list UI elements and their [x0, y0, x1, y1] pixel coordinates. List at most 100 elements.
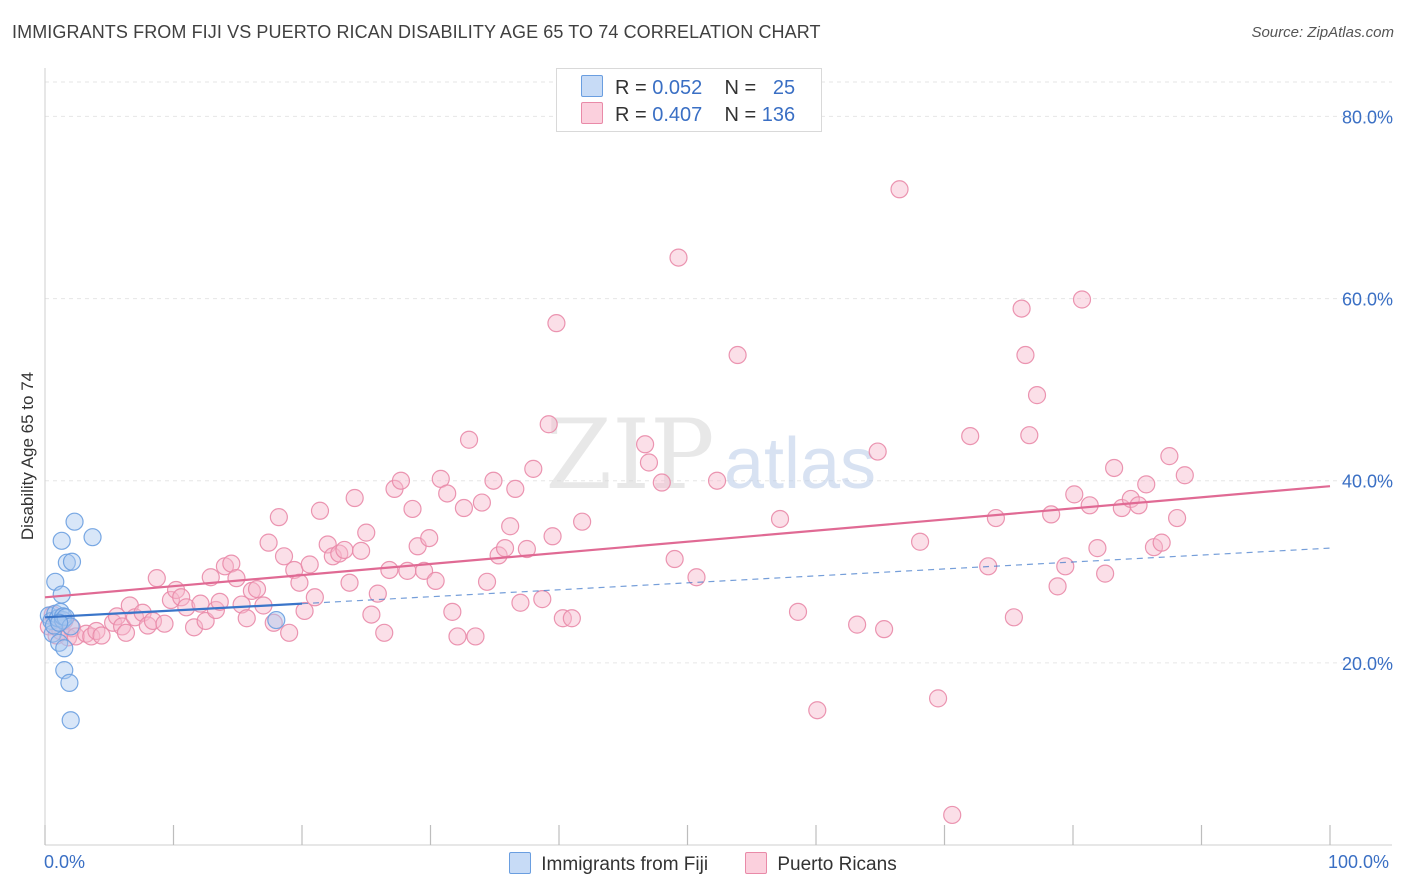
y-tick-label-1: 40.0%	[1342, 472, 1393, 492]
puerto-ricans-point-25	[172, 588, 191, 607]
puerto-ricans-point-122	[1105, 458, 1124, 478]
fiji-point-7	[50, 633, 69, 652]
puerto-ricans-point-15	[116, 623, 136, 642]
puerto-ricans-point-81	[484, 471, 503, 490]
puerto-ricans-point-76	[454, 498, 474, 518]
puerto-ricans-point-11	[92, 626, 111, 645]
legend-row-fiji: R = 0.052 N = 25	[581, 75, 795, 99]
fiji-points	[39, 512, 286, 730]
puerto-ricans-point-13	[107, 607, 127, 626]
puerto-ricans-point-89	[533, 590, 552, 609]
series-legend: Immigrants from Fiji Puerto Ricans	[0, 852, 1406, 876]
trend-lines	[44, 485, 1331, 619]
puerto-ricans-point-114	[1042, 505, 1061, 524]
puerto-ricans-point-79	[472, 493, 491, 512]
fiji-point-24	[50, 613, 69, 632]
puerto-ricans-point-119	[1080, 496, 1099, 515]
puerto-ricans-point-131	[1175, 466, 1194, 485]
puerto-ricans-point-73	[438, 484, 457, 503]
puerto-ricans-point-37	[237, 609, 256, 628]
puerto-ricans-point-69	[414, 561, 434, 580]
legend-pr-swatch	[745, 852, 768, 874]
puerto-ricans-point-36	[232, 595, 251, 614]
puerto-ricans-point-96	[687, 568, 706, 587]
watermark: ZIP atlas	[545, 399, 876, 511]
legend-fiji-label: Immigrants from Fiji	[541, 854, 709, 875]
x-tick-label-min: 0.0%	[44, 852, 86, 872]
puerto-ricans-point-74	[443, 602, 462, 621]
y-tick-labels: 20.0% 40.0% 60.0% 80.0%	[1342, 107, 1393, 673]
puerto-ricans-point-85	[506, 479, 525, 499]
puerto-ricans-point-55	[335, 540, 354, 560]
legend-fiji-swatch	[509, 852, 532, 874]
fiji-r-value: 0.052	[652, 77, 703, 99]
puerto-ricans-point-116	[1056, 557, 1075, 576]
fiji-trend-line	[44, 602, 303, 619]
puerto-ricans-point-98	[770, 509, 790, 529]
puerto-ricans-point-70	[420, 528, 439, 548]
puerto-ricans-point-39	[247, 579, 267, 599]
fiji-point-19	[62, 552, 82, 571]
puerto-ricans-point-51	[310, 501, 330, 520]
puerto-ricans-point-43	[269, 508, 288, 527]
puerto-ricans-point-82	[489, 546, 508, 565]
puerto-ricans-point-65	[391, 471, 411, 490]
puerto-ricans-point-132	[943, 805, 962, 825]
puerto-ricans-point-71	[426, 571, 445, 590]
legend-item-puerto-ricans: Puerto Ricans	[745, 852, 897, 876]
puerto-ricans-point-41	[259, 533, 278, 552]
puerto-ricans-point-136	[639, 453, 659, 472]
puerto-ricans-trend-line	[44, 485, 1331, 599]
puerto-ricans-point-49	[300, 555, 319, 574]
y-axis-label: Disability Age 65 to 74	[18, 371, 37, 541]
puerto-ricans-point-42	[264, 613, 283, 632]
puerto-ricans-point-27	[184, 618, 204, 637]
watermark-atlas: atlas	[724, 424, 876, 504]
puerto-ricans-point-50	[305, 588, 324, 607]
fiji-r-label: R =	[615, 77, 647, 99]
puerto-ricans-point-117	[1065, 485, 1084, 504]
puerto-ricans-point-113	[1027, 386, 1047, 405]
puerto-ricans-point-59	[357, 523, 376, 542]
puerto-ricans-point-133	[890, 180, 909, 199]
x-tick-label-max: 100.0%	[1328, 852, 1390, 872]
pr-r-value: 0.407	[652, 104, 703, 126]
puerto-ricans-point-134	[669, 248, 688, 267]
puerto-ricans-point-104	[910, 532, 930, 551]
fiji-swatch	[581, 75, 603, 97]
puerto-ricans-point-63	[380, 560, 399, 580]
legend-pr-label: Puerto Ricans	[777, 854, 897, 875]
puerto-ricans-point-32	[210, 592, 229, 611]
puerto-ricans-point-84	[501, 517, 520, 536]
puerto-ricans-point-111	[1016, 345, 1035, 365]
puerto-ricans-point-22	[155, 614, 174, 633]
puerto-ricans-point-57	[345, 488, 364, 508]
puerto-ricans-point-110	[1012, 299, 1031, 318]
puerto-ricans-point-80	[477, 572, 497, 591]
puerto-ricans-point-103	[875, 620, 894, 639]
puerto-ricans-point-35	[227, 569, 246, 588]
legend-item-fiji: Immigrants from Fiji	[509, 852, 708, 876]
stats-legend: R = 0.052 N = 25 R = 0.407 N = 136	[556, 68, 822, 132]
y-tick-label-3: 80.0%	[1342, 107, 1393, 127]
puerto-ricans-point-115	[1048, 577, 1067, 596]
puerto-ricans-point-67	[403, 499, 422, 519]
chart-source: Source: ZipAtlas.com	[1251, 24, 1394, 41]
puerto-ricans-point-130	[1167, 508, 1187, 528]
puerto-ricans-point-87	[517, 539, 536, 559]
puerto-ricans-point-97	[707, 471, 727, 490]
puerto-ricans-point-62	[375, 623, 394, 642]
puerto-ricans-point-126	[1137, 475, 1156, 494]
fiji-trend-line-dashed	[301, 547, 1331, 605]
puerto-ricans-point-78	[466, 627, 485, 646]
puerto-ricans-point-7	[66, 627, 85, 646]
puerto-ricans-point-23	[161, 590, 181, 610]
puerto-ricans-point-105	[928, 689, 948, 708]
puerto-ricans-point-106	[961, 426, 980, 446]
puerto-ricans-point-138	[728, 345, 747, 365]
chart-title: IMMIGRANTS FROM FIJI VS PUERTO RICAN DIS…	[12, 22, 821, 42]
puerto-ricans-point-86	[511, 593, 530, 612]
puerto-ricans-point-61	[368, 584, 387, 603]
puerto-ricans-point-112	[1020, 426, 1039, 445]
puerto-ricans-point-8	[77, 624, 96, 643]
